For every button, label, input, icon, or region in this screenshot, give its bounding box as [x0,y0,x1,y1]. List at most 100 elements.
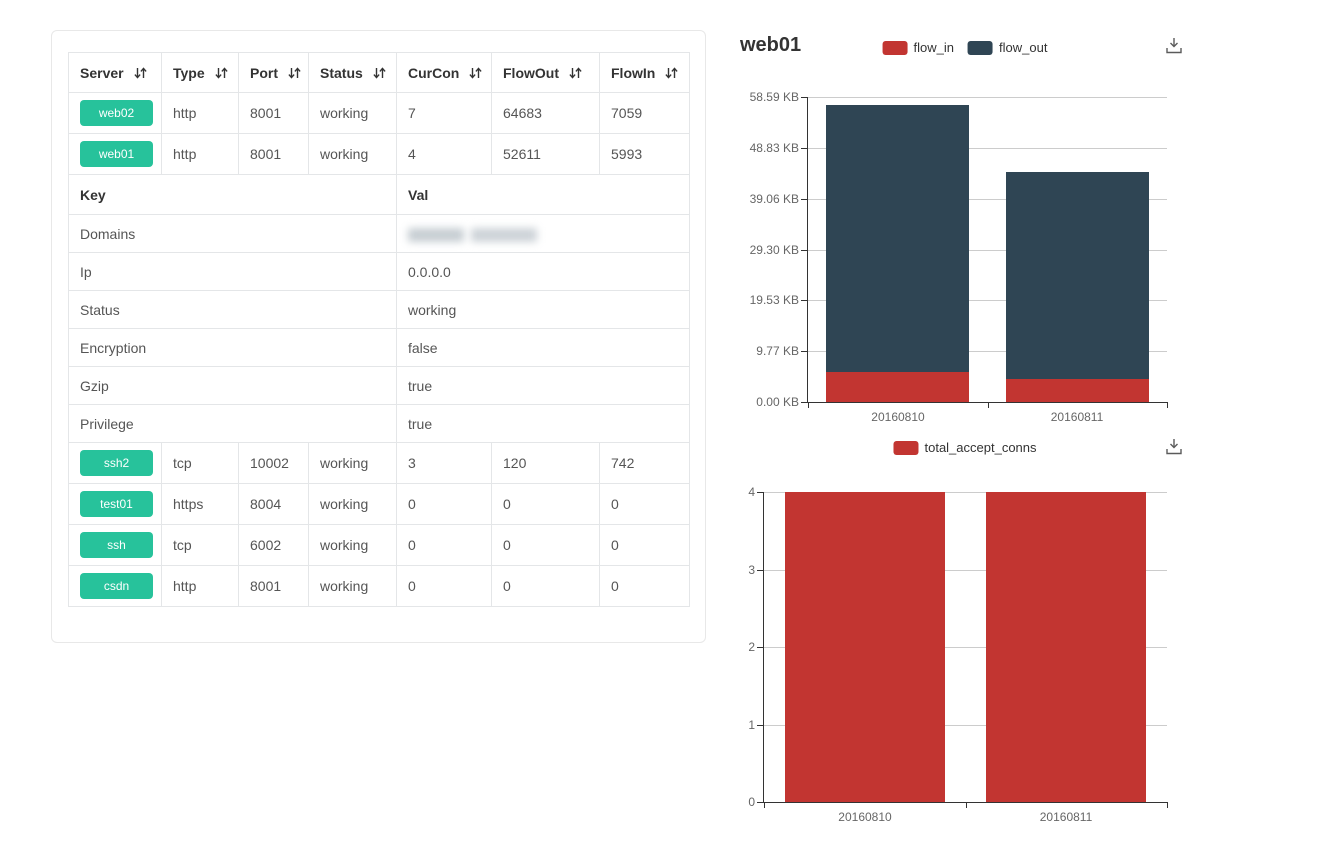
server-button[interactable]: web02 [80,100,153,126]
cell-port: 6002 [238,524,309,566]
cell-status: working [308,524,397,566]
sort-icon[interactable] [469,66,482,79]
cell-flowin: 0 [599,483,690,525]
detail-row-domains: Domains [68,214,690,253]
y-axis-tick [801,250,808,251]
y-axis-tick [757,647,764,648]
gridline [808,97,1167,98]
y-axis-tick [801,97,808,98]
y-tick-label: 29.30 KB [749,243,799,257]
download-icon[interactable] [1162,35,1186,59]
x-axis-label: 20160810 [838,810,892,824]
table-header-row: Server Type Port Status CurCon FlowOut F… [68,52,690,93]
y-axis-tick [757,570,764,571]
column-header-flowin[interactable]: FlowIn [599,52,690,93]
bar-total_accept_conns[interactable] [785,492,945,802]
column-header-label: CurCon [408,64,460,81]
detail-row-ip: Ip 0.0.0.0 [68,252,690,291]
column-header-port[interactable]: Port [238,52,309,93]
cell-server: test01 [68,483,162,525]
cell-flowout: 52611 [491,133,600,175]
cell-status: working [308,483,397,525]
conns-chart: total_accept_conns 4 3 2 1 0 20160810 20160811 [730,432,1200,834]
sort-icon[interactable] [133,66,147,79]
sort-icon[interactable] [373,66,386,79]
y-axis-tick [757,492,764,493]
cell-flowin: 7059 [599,92,690,134]
bar-flow_in[interactable] [826,372,969,402]
sort-icon[interactable] [569,66,582,79]
table-row-csdn: csdn http 8001 working 0 0 0 [68,565,690,607]
table-row-ssh2: ssh2 tcp 10002 working 3 120 742 [68,442,690,484]
cell-flowout: 0 [491,565,600,607]
y-axis-tick [801,351,808,352]
cell-flowout: 0 [491,524,600,566]
table-row-ssh: ssh tcp 6002 working 0 0 0 [68,524,690,566]
column-header-type[interactable]: Type [161,52,239,93]
conns-chart-plot-area: 4 3 2 1 0 20160810 20160811 [748,485,1168,824]
y-tick-label: 3 [748,563,755,577]
detail-key-header: Key [68,174,397,215]
server-button[interactable]: ssh2 [80,450,153,476]
sort-icon[interactable] [215,66,228,79]
legend-item-flow-in[interactable]: flow_in [882,40,954,55]
column-header-curcon[interactable]: CurCon [396,52,492,93]
y-tick-label: 0.00 KB [756,395,799,409]
table-row-test01: test01 https 8004 working 0 0 0 [68,483,690,525]
legend-item-flow-out[interactable]: flow_out [968,40,1047,55]
bar-flow_in[interactable] [1006,379,1149,402]
cell-port: 8001 [238,92,309,134]
column-header-label: Port [250,64,278,81]
x-axis-label: 20160810 [871,410,925,424]
sort-icon[interactable] [665,66,678,79]
cell-type: http [161,565,239,607]
server-button[interactable]: csdn [80,573,153,599]
detail-value-redacted [396,214,690,253]
column-header-server[interactable]: Server [68,52,162,93]
column-header-label: FlowOut [503,64,559,81]
cell-port: 8001 [238,565,309,607]
server-button[interactable]: ssh [80,532,153,558]
cell-curcon: 0 [396,524,492,566]
y-axis-tick [801,199,808,200]
legend-item-total-accept-conns[interactable]: total_accept_conns [893,440,1037,455]
cell-curcon: 4 [396,133,492,175]
gridline [808,148,1167,149]
bar-total_accept_conns[interactable] [986,492,1146,802]
sort-icon[interactable] [288,66,301,79]
redacted-text-blur [408,227,464,242]
legend-label: flow_out [999,40,1048,55]
detail-key: Privilege [68,404,397,443]
table-row-web01: web01 http 8001 working 4 52611 5993 [68,133,690,175]
cell-flowout: 120 [491,442,600,484]
cell-flowout: 64683 [491,92,600,134]
y-tick-label: 0 [748,795,755,809]
x-axis-tick [966,802,967,808]
server-button[interactable]: web01 [80,141,153,167]
detail-row-status: Status working [68,290,690,329]
bar-flow_out[interactable] [1006,172,1149,379]
server-button[interactable]: test01 [80,491,153,517]
cell-curcon: 7 [396,92,492,134]
x-axis-tick [988,402,989,408]
cell-status: working [308,133,397,175]
cell-curcon: 0 [396,483,492,525]
gridline [808,199,1167,200]
cell-port: 10002 [238,442,309,484]
column-header-status[interactable]: Status [308,52,397,93]
column-header-flowout[interactable]: FlowOut [491,52,600,93]
detail-key: Encryption [68,328,397,367]
cell-curcon: 3 [396,442,492,484]
download-icon[interactable] [1162,436,1186,460]
y-axis-tick [757,802,764,803]
gridline [764,570,1167,571]
gridline [808,250,1167,251]
gridline [764,647,1167,648]
bar-flow_out[interactable] [826,105,969,372]
cell-server: ssh [68,524,162,566]
detail-key: Ip [68,252,397,291]
cell-server: web02 [68,92,162,134]
y-tick-label: 1 [748,718,755,732]
detail-row-privilege: Privilege true [68,404,690,443]
